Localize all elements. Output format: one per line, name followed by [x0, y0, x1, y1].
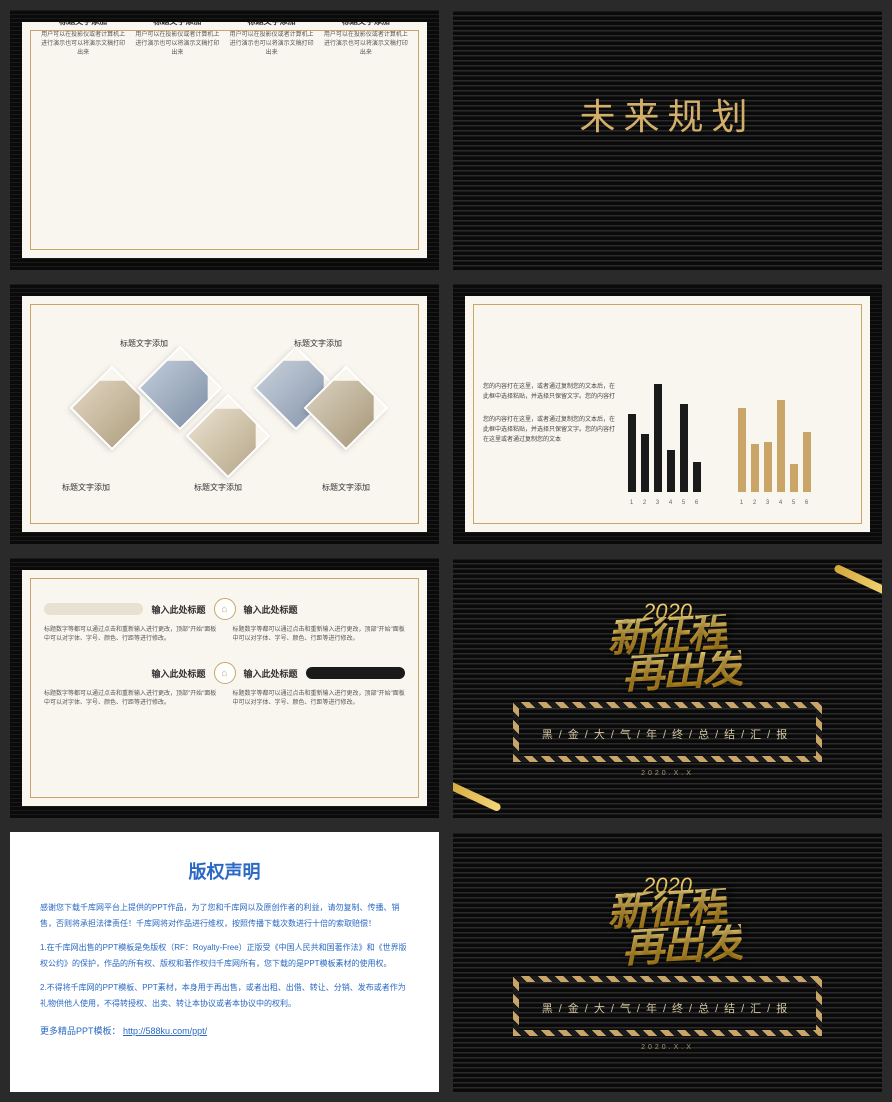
slide-copyright: 版权声明 感谢您下载千库网平台上提供的PPT作品，为了您和千库网以及原创作者的利… [10, 832, 439, 1092]
bar [790, 464, 798, 492]
bar [751, 444, 759, 492]
bar-charts: 1 2 3 4 5 6 1 2 3 4 5 6 [628, 320, 852, 508]
copyright-text: 1.在千库网出售的PPT模板是免版权（RF：Royalty-Free）正版受《中… [40, 940, 409, 972]
script-title-1: 新征程 [607, 888, 729, 930]
diamond-label: 标题文字添加 [120, 338, 168, 349]
bar-group [738, 400, 811, 492]
bar [764, 442, 772, 492]
slide-diamond-images: 标题文字添加标题文字添加标题文字添加标题文字添加标题文字添加 [10, 284, 439, 544]
bar-label: 1 [740, 500, 743, 506]
more-templates-link: 更多精品PPT模板： http://588ku.com/ppt/ [40, 1024, 409, 1037]
slide-timeline: 输入此处标题 ⌂ 输入此处标题 标题数字等都可以通过点击和重新输入进行更改，顶部… [10, 558, 439, 818]
template-url-link[interactable]: http://588ku.com/ppt/ [123, 1026, 207, 1036]
slide-text-columns: 标题文字添加 用户可以在投影仪或者计算机上进行演示也可以将演示文稿打印出来 标题… [10, 10, 439, 270]
bar-label: 2 [753, 500, 756, 506]
bar-label: 5 [792, 500, 795, 506]
diamond-label: 标题文字添加 [194, 482, 242, 493]
date-text: 2020.X.X [641, 1044, 694, 1051]
bar [693, 462, 701, 492]
slide-title-cover-2: 2020 新征程 再出发 黑/金/大/气/年/终/总/结/汇/报 2020.X.… [453, 832, 882, 1092]
bar-group [628, 384, 701, 492]
diamond-label: 标题文字添加 [62, 482, 110, 493]
slide-charts: 您的内容打在这里，或者通过复制您的文本后，在此框中选择粘贴，并选择只保留文字。您… [453, 284, 882, 544]
bar-label: 4 [779, 500, 782, 506]
script-title-2: 再出发 [622, 924, 744, 966]
subtitle: 黑/金/大/气/年/终/总/结/汇/报 [519, 726, 816, 742]
copyright-text: 感谢您下载千库网平台上提供的PPT作品，为了您和千库网以及原创作者的利益，请勿复… [40, 900, 409, 932]
slide-title-cover: 2020 新征程 再出发 黑/金/大/气/年/终/总/结/汇/报 2020.X.… [453, 558, 882, 818]
section-title: 未来规划 [453, 88, 882, 140]
bar-label: 5 [682, 500, 685, 506]
col-title: 标题文字添加 [229, 16, 315, 27]
script-title-2: 再出发 [622, 650, 744, 692]
bar [654, 384, 662, 492]
bar-label: 6 [805, 500, 808, 506]
bar-label: 3 [656, 500, 659, 506]
bar [641, 434, 649, 492]
diamond-label: 标题文字添加 [294, 338, 342, 349]
col-title: 标题文字添加 [40, 16, 126, 27]
diamond-image [70, 366, 155, 451]
bar [628, 414, 636, 492]
bar [777, 400, 785, 492]
bar-label: 2 [643, 500, 646, 506]
bar-label: 6 [695, 500, 698, 506]
col-title: 标题文字添加 [134, 16, 220, 27]
bar [667, 450, 675, 492]
bar-label: 1 [630, 500, 633, 506]
copyright-text: 2.不得将千库网的PPT模板、PPT素材，本身用于再出售，或者出租、出借、转让、… [40, 980, 409, 1012]
bar [803, 432, 811, 492]
bar [680, 404, 688, 492]
striped-frame: 黑/金/大/气/年/终/总/结/汇/报 [513, 976, 822, 1036]
date-text: 2020.X.X [641, 770, 694, 777]
bar-label: 3 [766, 500, 769, 506]
col-title: 标题文字添加 [323, 16, 409, 27]
striped-frame: 黑/金/大/气/年/终/总/结/汇/报 [513, 702, 822, 762]
copyright-title: 版权声明 [40, 858, 409, 884]
diamond-label: 标题文字添加 [322, 482, 370, 493]
subtitle: 黑/金/大/气/年/终/总/结/汇/报 [519, 1000, 816, 1016]
bar-label: 4 [669, 500, 672, 506]
bar [738, 408, 746, 492]
slide-section-title: 未来规划 [453, 10, 882, 270]
